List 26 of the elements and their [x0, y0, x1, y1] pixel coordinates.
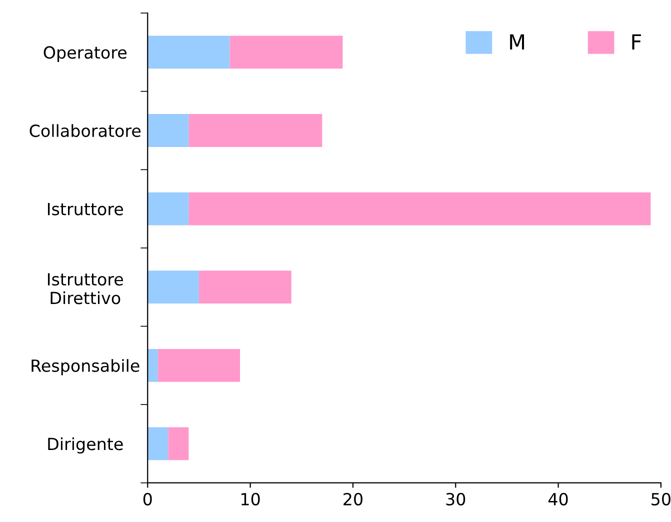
y-tick-label: Istruttore [48, 202, 124, 216]
x-tick-label: 20 [344, 492, 362, 506]
bar [198, 270, 292, 304]
bar [148, 192, 189, 226]
bar [148, 427, 168, 460]
x-tick-label: 10 [242, 492, 260, 506]
bar [168, 427, 189, 460]
bar [158, 348, 240, 382]
x-tick-label: 30 [446, 492, 466, 506]
bar [148, 348, 158, 382]
legend-label: F [632, 34, 641, 50]
bar [188, 114, 322, 147]
x-tick-label: 0 [143, 492, 152, 506]
bar [230, 36, 343, 69]
y-tick-label: Responsabile [32, 359, 140, 376]
y-tick-label: Istruttore Direttivo [48, 273, 124, 304]
x-tick-label: 40 [548, 492, 568, 506]
y-tick-label: Dirigente [48, 437, 123, 454]
x-tick-label: 50 [652, 492, 670, 506]
bar [148, 114, 189, 147]
bar [188, 192, 651, 226]
legend-label: M [510, 34, 524, 50]
y-tick-label: Operatore [44, 46, 126, 62]
bar [148, 270, 199, 304]
bar [148, 36, 230, 69]
y-tick-label: Collaboratore [30, 124, 141, 138]
